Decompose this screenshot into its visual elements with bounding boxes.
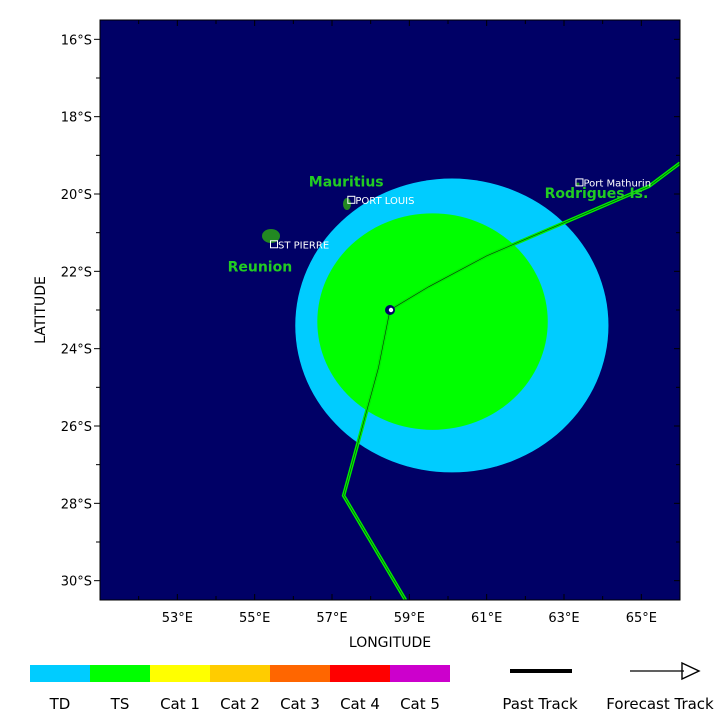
city-label: PORT LOUIS <box>355 196 414 207</box>
legend-swatch <box>330 665 390 682</box>
legend-label: Cat 5 <box>400 695 440 710</box>
legend-swatch <box>150 665 210 682</box>
y-tick-label: 30°S <box>61 575 92 590</box>
legend-label: Cat 2 <box>220 695 260 710</box>
y-tick-label: 24°S <box>61 343 92 358</box>
y-tick-label: 28°S <box>61 497 92 512</box>
x-tick-label: 57°E <box>316 611 347 626</box>
legend-swatch <box>210 665 270 682</box>
mauritius-island <box>343 198 351 210</box>
place-label: Reunion <box>228 259 293 275</box>
x-tick-label: 55°E <box>239 611 270 626</box>
legend-label: Cat 3 <box>280 695 320 710</box>
legend-label: TS <box>110 695 130 710</box>
city-marker-icon <box>270 240 278 249</box>
past-track-label: Past Track <box>502 695 578 710</box>
reunion-island <box>262 229 280 243</box>
y-tick-label: 22°S <box>61 265 92 280</box>
legend-swatch <box>270 665 330 682</box>
legend-label: Cat 4 <box>340 695 380 710</box>
forecast-track-label: Forecast Track <box>606 695 714 710</box>
x-axis-title: LONGITUDE <box>349 635 431 651</box>
storm-track-center <box>343 162 680 600</box>
x-tick-label: 53°E <box>162 611 193 626</box>
legend-label: Cat 1 <box>160 695 200 710</box>
x-tick-label: 59°E <box>394 611 425 626</box>
place-label: Rodrigues Is. <box>545 186 649 202</box>
place-label: Mauritius <box>309 174 384 190</box>
y-tick-label: 20°S <box>61 188 92 203</box>
legend-swatch <box>90 665 150 682</box>
x-tick-label: 65°E <box>626 611 657 626</box>
city-marker-icon <box>575 178 584 187</box>
city-label: Port Mathurin <box>583 178 651 189</box>
legend-swatch <box>30 665 90 682</box>
city-label: ST PIERRE <box>278 240 329 251</box>
y-tick-label: 18°S <box>61 111 92 126</box>
storm-center-dot <box>388 307 394 313</box>
intensity-legend: TD TS Cat 1 Cat 2 Cat 3 Cat 4 Cat 5 <box>30 665 450 710</box>
forecast-track-arrow-icon <box>630 661 701 681</box>
y-tick-label: 26°S <box>61 420 92 435</box>
city-marker-icon <box>347 195 356 204</box>
y-tick-label: 16°S <box>61 33 92 48</box>
x-tick-label: 61°E <box>471 611 502 626</box>
x-tick-label: 63°E <box>548 611 579 626</box>
legend-swatch <box>390 665 450 682</box>
y-axis-title: LATITUDE <box>33 276 49 344</box>
rodrigues-island <box>576 182 580 186</box>
legend-label: TD <box>49 695 71 710</box>
